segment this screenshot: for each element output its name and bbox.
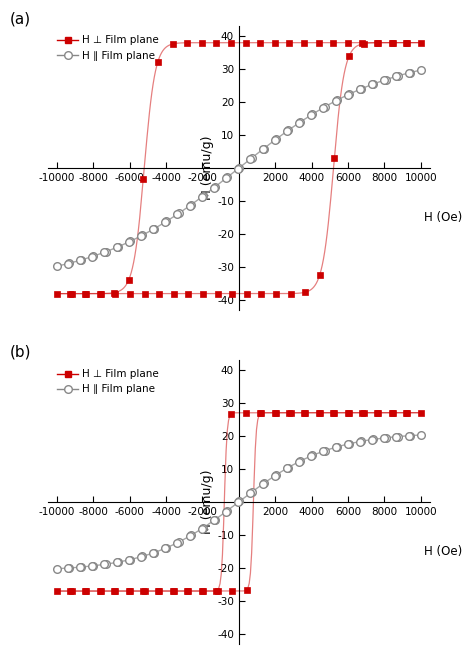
Text: (a): (a) [9,11,31,26]
Y-axis label: M (emu/g): M (emu/g) [201,136,214,200]
Y-axis label: M (emu/g): M (emu/g) [201,470,214,534]
Legend: H ⊥ Film plane, H ∥ Film plane: H ⊥ Film plane, H ∥ Film plane [53,365,163,399]
Legend: H ⊥ Film plane, H ∥ Film plane: H ⊥ Film plane, H ∥ Film plane [53,31,163,65]
Text: (b): (b) [9,345,31,360]
Text: H (Oe): H (Oe) [424,545,463,558]
Text: H (Oe): H (Oe) [424,212,463,224]
